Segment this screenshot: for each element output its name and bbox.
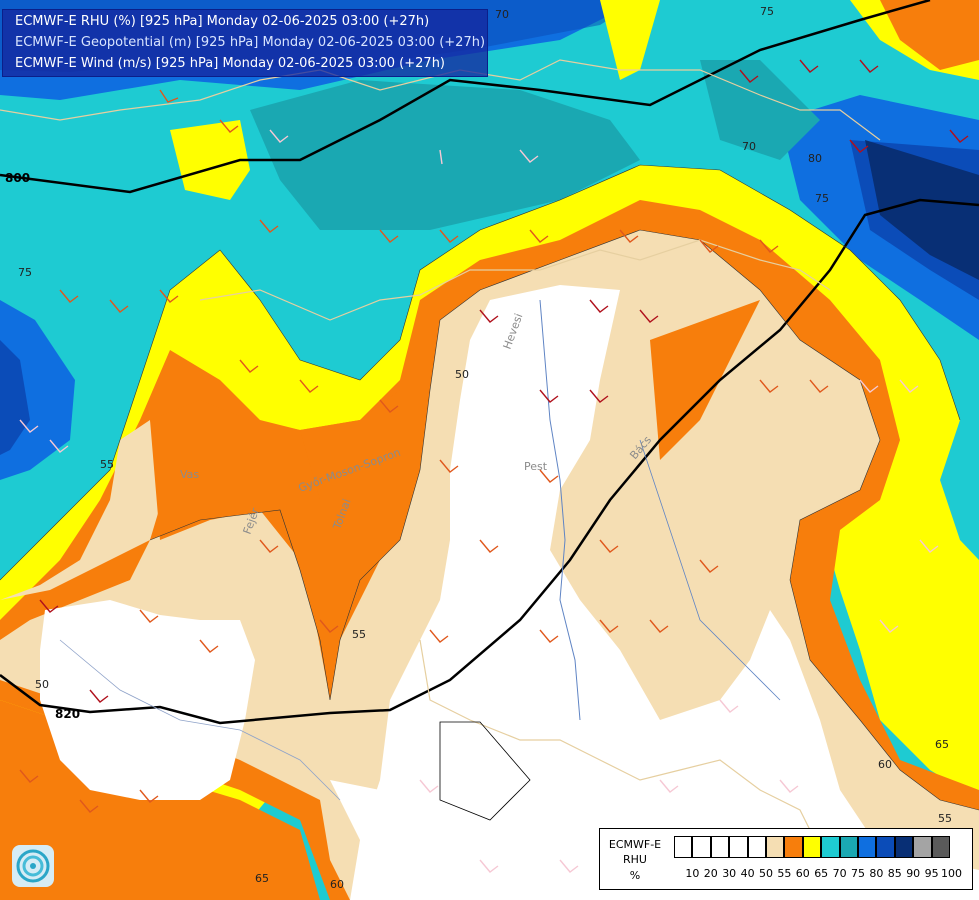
rhu-label: 70 — [742, 140, 756, 153]
rhu-label: 55 — [352, 628, 366, 641]
title-wind: ECMWF-E Wind (m/s) [925 hPa] Monday 02-0… — [15, 56, 446, 71]
county-border — [59, 639, 341, 801]
rhu-contour — [0, 164, 961, 581]
legend-swatch — [710, 836, 730, 858]
rhu-label: 75 — [760, 5, 774, 18]
rhu-region-60-hump — [650, 300, 760, 460]
place-label-vas: Vas — [180, 468, 199, 481]
legend-tick-label: 100 — [941, 867, 962, 880]
rhu-region-90-west — [0, 340, 30, 455]
rhu-label: 75 — [18, 266, 32, 279]
legend-tick-label: 70 — [832, 867, 847, 880]
rhu-label: 55 — [100, 458, 114, 471]
rhu-region-65-nw — [170, 120, 250, 200]
legend-swatch — [858, 836, 877, 858]
provider-logo — [12, 845, 54, 887]
geopotential-label-800: 800 — [5, 171, 30, 185]
legend-tick-label: 80 — [869, 867, 884, 880]
legend-tick-label: 40 — [740, 867, 755, 880]
rhu-region-60-west — [150, 400, 320, 560]
legend-swatch — [839, 836, 858, 858]
legend-swatch — [784, 836, 803, 858]
legend-title-line-2: RHU — [623, 853, 647, 866]
legend-swatch — [913, 836, 932, 858]
rhu-region-90-northeast — [865, 140, 979, 280]
legend-swatch — [674, 836, 693, 858]
title-rhu: ECMWF-E RHU (%) [925 hPa] Monday 02-06-2… — [15, 14, 430, 29]
legend-title-line-3: % — [629, 869, 641, 882]
rhu-region-75-darkcyan-ne — [700, 60, 820, 160]
rhu-region-50-west — [40, 600, 255, 800]
legend-tick-label: 85 — [887, 867, 902, 880]
legend-tick-label: 30 — [722, 867, 737, 880]
rhu-label: 60 — [878, 758, 892, 771]
legend-swatch — [931, 836, 950, 858]
county-polygon — [439, 721, 531, 821]
legend-swatch — [876, 836, 895, 858]
legend-tick-label: 60 — [795, 867, 810, 880]
rhu-region-55-bottom — [330, 730, 540, 840]
wind-barbs-dark — [39, 59, 969, 703]
country-border-3 — [419, 639, 861, 881]
title-geopotential: ECMWF-E Geopotential (m) [925 hPa] Monda… — [15, 35, 486, 50]
rhu-label: 50 — [35, 678, 49, 691]
rhu-label: 55 — [938, 812, 952, 825]
legend-tick-label: 55 — [777, 867, 792, 880]
legend-title-line-1: ECMWF-E — [608, 838, 662, 851]
river-line — [539, 299, 581, 721]
rhu-label: 60 — [330, 878, 344, 891]
rhu-region-60-strip — [300, 390, 410, 700]
legend-swatch — [692, 836, 711, 858]
legend-tick-label: 75 — [851, 867, 865, 880]
rhu-legend: ECMWF-E RHU % 10 20 30 40 50 55 60 65 70 75 80 85 90… — [599, 828, 973, 890]
legend-tick-label: 65 — [814, 867, 829, 880]
legend-swatch — [894, 836, 914, 858]
rhu-region-55 — [0, 420, 165, 600]
rhu-label: 65 — [255, 872, 269, 885]
swirl-icon — [16, 849, 50, 883]
rhu-contour-2 — [149, 229, 979, 811]
legend-tick-label: 20 — [703, 867, 718, 880]
legend-tick-label: 95 — [924, 867, 939, 880]
legend-swatch — [766, 836, 785, 858]
rhu-label: 65 — [935, 738, 949, 751]
place-label-pest: Pest — [524, 460, 548, 473]
legend-tick-label: 90 — [906, 867, 921, 880]
rhu-label: 50 — [455, 368, 469, 381]
wind-barbs — [19, 89, 829, 813]
rhu-label: 70 — [495, 8, 509, 21]
legend-swatch — [802, 836, 822, 858]
rhu-label: 75 — [815, 192, 829, 205]
wind-barbs-light — [19, 129, 939, 873]
rhu-region-75-darkcyan — [250, 80, 640, 230]
rhu-region-50-center — [350, 285, 979, 900]
country-border-2 — [199, 239, 831, 321]
river-line-2 — [639, 439, 781, 701]
geopotential-820-line — [0, 198, 979, 725]
legend-swatch — [747, 836, 766, 858]
geopotential-800-line — [0, 0, 931, 194]
legend-swatch — [821, 836, 840, 858]
geopotential-label-820: 820 — [55, 707, 80, 721]
legend-swatch — [729, 836, 748, 858]
legend-tick-label: 50 — [759, 867, 773, 880]
rhu-region-60-ne — [880, 0, 979, 70]
legend-tick-label: 10 — [685, 867, 700, 880]
rhu-label: 80 — [808, 152, 822, 165]
map-title-box: ECMWF-E RHU (%) [925 hPa] Monday 02-06-2… — [2, 9, 488, 77]
rhu-region-65-north — [600, 0, 660, 80]
